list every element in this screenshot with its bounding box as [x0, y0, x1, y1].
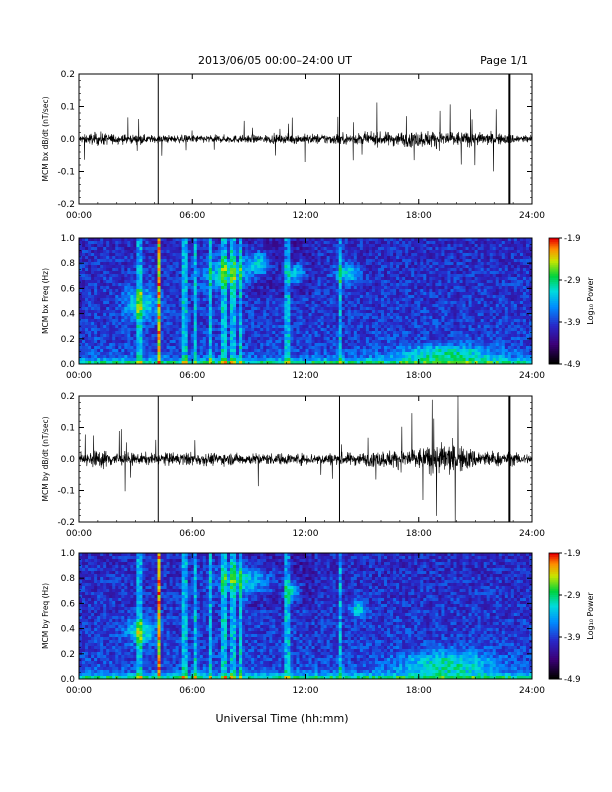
- by-dbdt-panel: 00:00 06:00 12:00 18:00 24:00 -0.2 -0.1 0.0 0.1 0…: [41, 392, 545, 539]
- colorbar-tick-label: -4.9: [564, 675, 581, 685]
- y-tick-label: 0.1: [61, 103, 75, 113]
- y-tick-label: 0.0: [61, 455, 76, 465]
- y-tick-label: 0.0: [61, 675, 76, 685]
- colorbar-tick-label: -4.9: [564, 360, 581, 370]
- x-tick-label: 12:00: [293, 529, 319, 539]
- x-tick-label: 24:00: [519, 529, 545, 539]
- y-tick-label: 0.2: [61, 70, 75, 80]
- y-tick-label: -0.1: [57, 487, 75, 497]
- y-tick-label: -0.1: [57, 168, 75, 178]
- series-line: [78, 102, 533, 172]
- x-tick-label: 24:00: [519, 686, 545, 696]
- colorbar-tick-label: -3.9: [564, 633, 581, 643]
- x-tick-label: 12:00: [293, 371, 319, 381]
- y-tick-label: -0.2: [57, 200, 75, 210]
- y-tick-label: 0.0: [61, 135, 76, 145]
- x-tick-label: 00:00: [66, 529, 92, 539]
- colorbar: -1.9 -2.9 -3.9 -4.9 Log₁₀ Power: [548, 234, 595, 370]
- x-tick-label: 24:00: [519, 211, 545, 221]
- x-tick-label: 24:00: [519, 371, 545, 381]
- x-tick-label: 06:00: [179, 371, 205, 381]
- colorbar-tick-label: -2.9: [564, 591, 581, 601]
- colorbar-tick-label: -1.9: [564, 234, 581, 244]
- y-tick-label: 0.2: [61, 650, 75, 660]
- x-tick-label: 18:00: [406, 686, 432, 696]
- x-axis-label: Universal Time (hh:mm): [216, 712, 349, 725]
- figure-title: 2013/06/05 00:00–24:00 UT: [198, 54, 352, 67]
- x-tick-label: 00:00: [66, 211, 92, 221]
- colorbar-label: Log₁₀ Power: [586, 277, 595, 325]
- x-tick-label: 06:00: [179, 529, 205, 539]
- y-tick-label: 0.8: [61, 259, 76, 269]
- colorbar-label: Log₁₀ Power: [586, 592, 595, 640]
- colorbar-tick-label: -2.9: [564, 276, 581, 286]
- x-tick-label: 18:00: [406, 529, 432, 539]
- y-tick-label: -0.2: [57, 518, 75, 528]
- x-tick-label: 12:00: [293, 686, 319, 696]
- y-axis-label: MCM by Freq (Hz): [41, 583, 50, 649]
- y-tick-label: 0.2: [61, 392, 75, 402]
- colorbar-tick-label: -1.9: [564, 549, 581, 559]
- x-tick-label: 00:00: [66, 371, 92, 381]
- y-tick-label: 0.4: [61, 310, 76, 320]
- y-tick-label: 0.4: [61, 625, 76, 635]
- x-tick-label: 18:00: [406, 211, 432, 221]
- y-axis-label: MCM bx dB/dt (nT/sec): [41, 96, 50, 181]
- x-tick-label: 06:00: [179, 211, 205, 221]
- bx-spectrogram-panel: 00:00 06:00 12:00 18:00 24:00 0.0 0.2 0.4 0.6 0.8…: [41, 234, 595, 381]
- x-tick-label: 18:00: [406, 371, 432, 381]
- bx-dbdt-panel: 00:00 06:00 12:00 18:00 24:00 -0.2 -0.1 0.0 0.1 0…: [41, 70, 545, 221]
- y-tick-label: 0.6: [61, 599, 76, 609]
- y-axis-label: MCM bx Freq (Hz): [41, 268, 50, 334]
- x-tick-label: 12:00: [293, 211, 319, 221]
- y-tick-label: 0.1: [61, 424, 75, 434]
- y-tick-label: 0.0: [61, 360, 76, 370]
- y-tick-label: 1.0: [61, 549, 76, 559]
- x-tick-label: 00:00: [66, 686, 92, 696]
- series-line: [78, 395, 533, 523]
- page-indicator: Page 1/1: [480, 54, 528, 67]
- y-axis-label: MCM by dB/dt (nT/sec): [41, 416, 50, 501]
- spectrogram-cells: [79, 238, 533, 365]
- y-tick-label: 0.8: [61, 574, 76, 584]
- y-tick-label: 0.6: [61, 284, 76, 294]
- x-tick-label: 06:00: [179, 686, 205, 696]
- spectrogram-cells: [79, 553, 533, 680]
- y-tick-label: 1.0: [61, 234, 76, 244]
- y-tick-label: 0.2: [61, 335, 75, 345]
- by-spectrogram-panel: 00:00 06:00 12:00 18:00 24:00 0.0 0.2 0.4 0.6 0.8…: [41, 549, 595, 696]
- colorbar-tick-label: -3.9: [564, 318, 581, 328]
- colorbar: -1.9 -2.9 -3.9 -4.9 Log₁₀ Power: [548, 549, 595, 685]
